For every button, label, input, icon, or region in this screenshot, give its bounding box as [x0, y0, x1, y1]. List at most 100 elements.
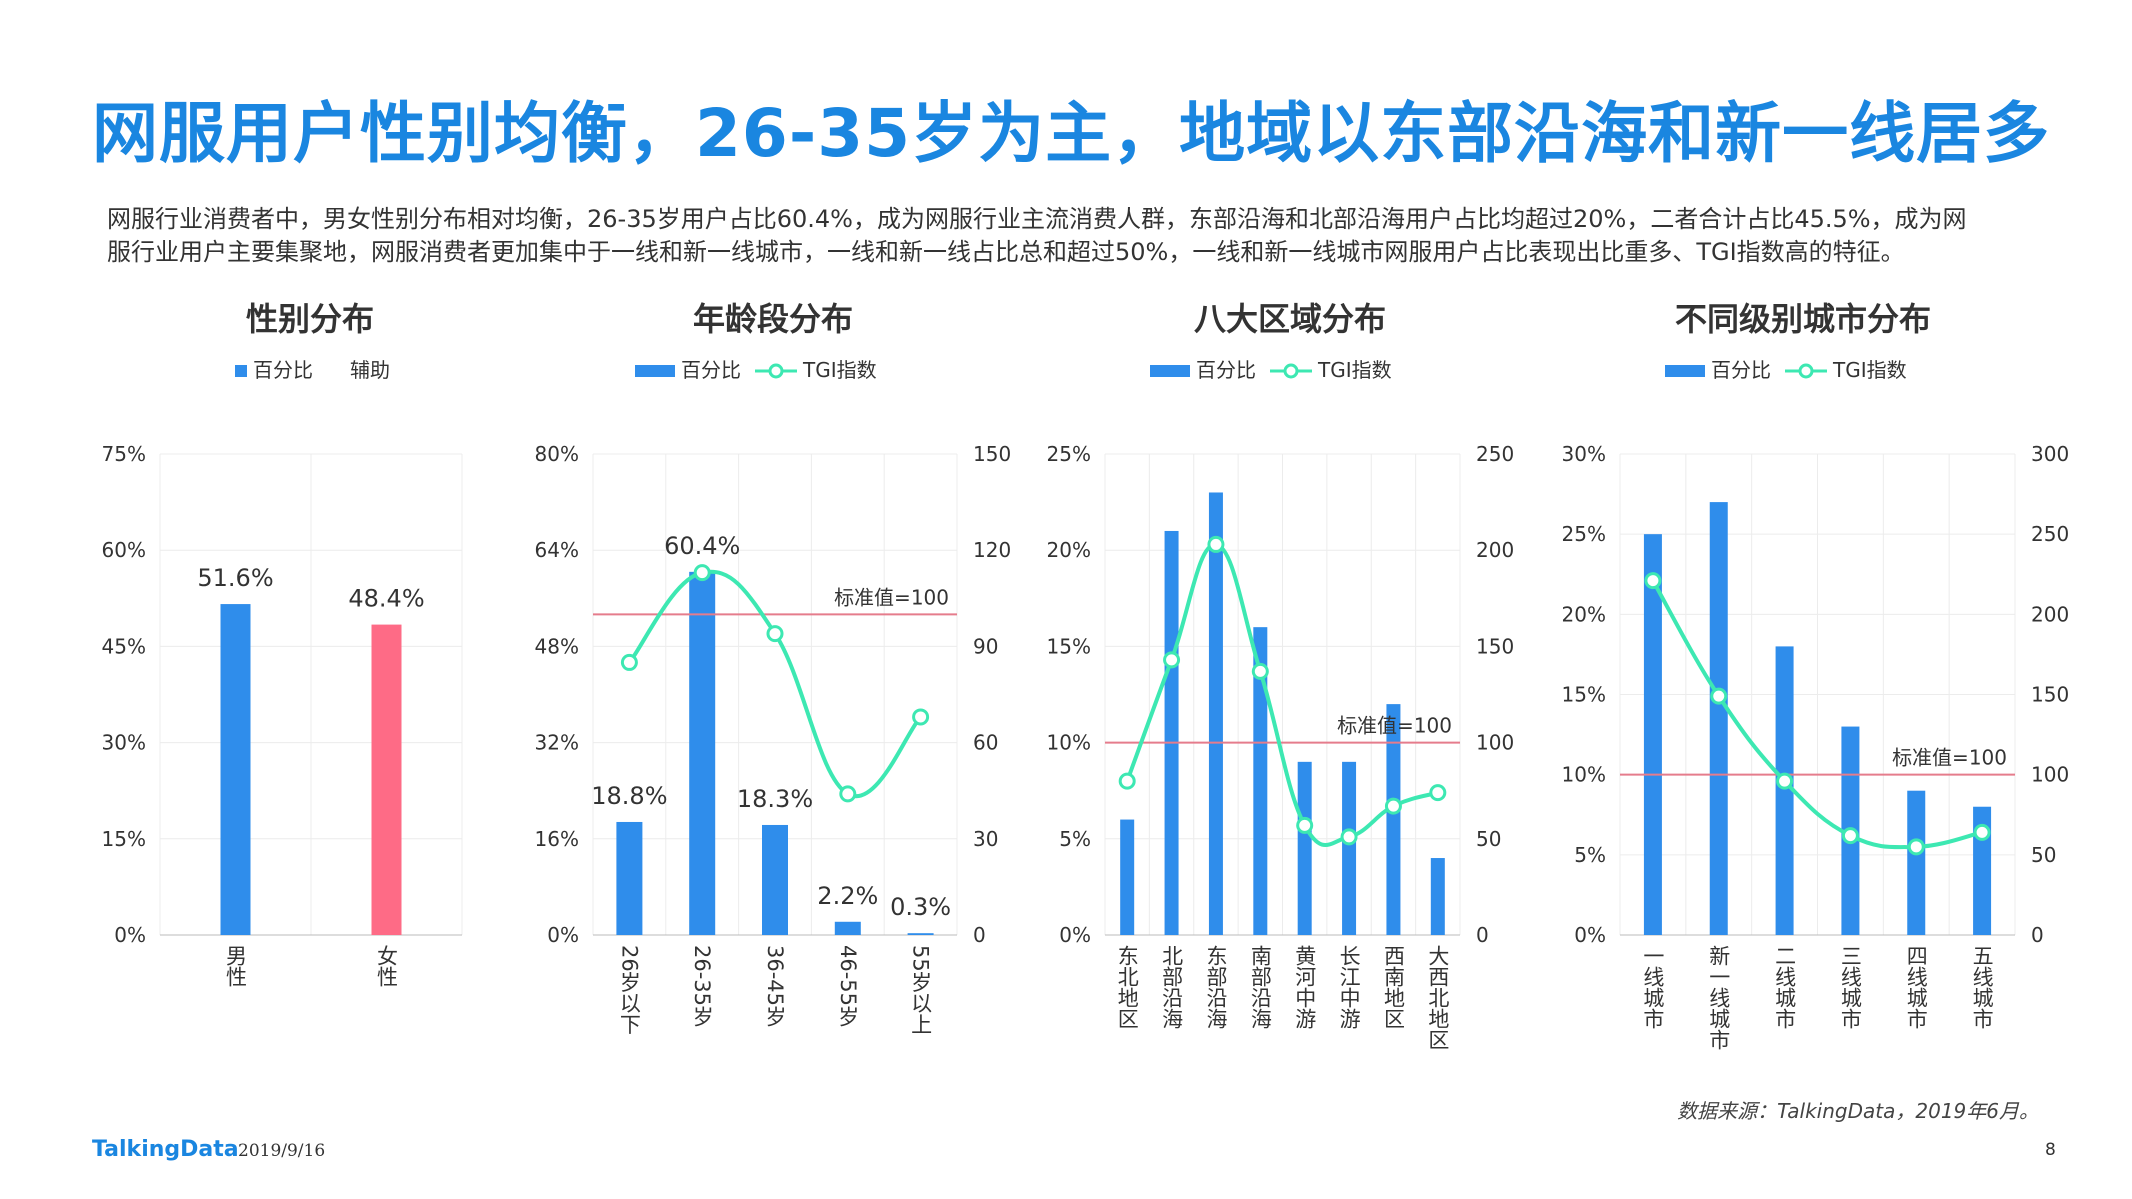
value-labels: 18.8% 60.4% 18.3% 2.2% 0.3%	[591, 532, 951, 921]
tgi-markers	[620, 564, 930, 803]
y2-tick-label: 50	[2031, 843, 2056, 867]
footer-date: 2019/9/16	[238, 1141, 326, 1161]
y-tick-label: 15%	[102, 827, 146, 851]
bar	[220, 604, 251, 935]
x-tick-label: 26岁以下	[617, 945, 641, 1035]
legend-bar-swatch	[235, 365, 247, 377]
bar	[1208, 492, 1223, 935]
x-tick-label: 二线城市	[1773, 945, 1797, 1029]
x-tick-label: 46-55岁	[836, 945, 860, 1028]
y-tick-label: 0%	[1574, 923, 1606, 947]
bar	[371, 624, 402, 935]
age-chart: 年龄段分布 百分比 TGI指数 0% 16% 32% 48% 64% 80% 0 30 60 90 120…	[520, 280, 1030, 1080]
tgi-point	[1973, 823, 1991, 841]
x-tick-label: 四线城市	[1904, 945, 1928, 1029]
x-axis: 一线城市 新一线城市 二线城市 三线城市 四线城市 五线城市	[1641, 945, 1994, 1050]
y-axis: 0% 15% 30% 45% 60% 75%	[102, 442, 146, 947]
y2-tick-label: 30	[973, 827, 998, 851]
y2-tick-label: 0	[2031, 923, 2044, 947]
chart-grid	[1619, 453, 2016, 936]
y2-axis: 0 30 60 90 120 150	[973, 442, 1011, 947]
y-tick-label: 15%	[1562, 683, 1606, 707]
y2-tick-label: 100	[2031, 763, 2069, 787]
y-tick-label: 80%	[535, 442, 579, 466]
data-label: 18.3%	[737, 785, 813, 813]
city-tier-chart: 不同级别城市分布 百分比 TGI指数 0% 5% 10% 15% 20% 25% 30% 0 50 10…	[1545, 280, 2070, 1080]
y2-tick-label: 0	[1476, 923, 1489, 947]
bar	[762, 824, 788, 935]
y-tick-label: 10%	[1562, 763, 1606, 787]
data-label: 51.6%	[197, 564, 273, 592]
page-title: 网服用户性别均衡，26-35岁为主，地域以东部沿海和新一线居多	[92, 95, 2051, 172]
bar	[1643, 534, 1662, 935]
x-tick-label: 26-35岁	[690, 945, 714, 1028]
value-labels: 51.6% 48.4%	[197, 564, 424, 613]
bar	[1164, 530, 1179, 935]
chart-title: 八大区域分布	[1194, 300, 1386, 338]
data-label: 48.4%	[348, 585, 424, 613]
chart-title: 年龄段分布	[693, 300, 853, 338]
y2-tick-label: 150	[2031, 683, 2069, 707]
legend-bar-swatch	[635, 365, 675, 377]
y-tick-label: 60%	[102, 538, 146, 562]
y-tick-label: 5%	[1574, 843, 1606, 867]
bar-series	[616, 571, 934, 935]
bar	[834, 921, 861, 935]
description-line: 网服行业消费者中，男女性别分布相对均衡，26-35岁用户占比60.4%，成为网服…	[107, 205, 1967, 233]
bar	[616, 821, 643, 935]
y2-axis: 0 50 100 150 200 250	[1476, 442, 1514, 947]
legend-label: TGI指数	[1317, 358, 1392, 382]
bar	[1342, 761, 1357, 935]
x-tick-label: 黄河中游	[1293, 945, 1317, 1029]
tgi-point	[693, 564, 711, 582]
y-tick-label: 0%	[114, 923, 146, 947]
legend-label: 百分比	[1196, 358, 1256, 382]
legend-label: 百分比	[1711, 358, 1771, 382]
description-line: 服行业用户主要集聚地，网服消费者更加集中于一线和新一线城市，一线和新一线占比总和…	[107, 238, 1905, 266]
y2-tick-label: 150	[1476, 634, 1514, 658]
bar-series	[220, 604, 402, 935]
y-tick-label: 5%	[1059, 827, 1091, 851]
bar	[1709, 502, 1728, 935]
y-tick-label: 20%	[1047, 538, 1091, 562]
y2-tick-label: 200	[2031, 602, 2069, 626]
x-tick-label: 36-45岁	[763, 945, 787, 1028]
y-tick-label: 64%	[535, 538, 579, 562]
y-tick-label: 30%	[102, 731, 146, 755]
data-source: 数据来源：TalkingData，2019年6月。	[1677, 1099, 2039, 1123]
y-tick-label: 30%	[1562, 442, 1606, 466]
tgi-point	[1296, 816, 1314, 834]
tgi-markers	[1644, 572, 1991, 856]
x-tick-label: 新一线城市	[1707, 945, 1731, 1050]
chart-title: 不同级别城市分布	[1675, 300, 1931, 338]
x-tick-label: 男性	[224, 945, 248, 987]
page-description: 网服行业消费者中，男女性别分布相对均衡，26-35岁用户占比60.4%，成为网服…	[107, 203, 2047, 269]
y-tick-label: 45%	[102, 634, 146, 658]
x-tick-label: 55岁以上	[909, 945, 933, 1035]
x-tick-label: 三线城市	[1838, 945, 1862, 1029]
x-tick-label: 北部沿海	[1160, 945, 1184, 1029]
bar	[1775, 646, 1794, 935]
x-axis: 东北地区 北部沿海 东部沿海 南部沿海 黄河中游 长江中游 西南地区 大西北地区	[1115, 945, 1450, 1050]
bar	[1386, 704, 1401, 935]
tgi-point	[1841, 827, 1859, 845]
chart-legend: 百分比 辅助	[235, 358, 390, 382]
y2-tick-label: 250	[2031, 522, 2069, 546]
bar	[689, 571, 716, 935]
page-number: 8	[2045, 1140, 2056, 1160]
y2-tick-label: 100	[1476, 731, 1514, 755]
x-axis: 26岁以下 26-35岁 36-45岁 46-55岁 55岁以上	[617, 945, 932, 1035]
data-label: 18.8%	[591, 782, 667, 810]
bar	[1297, 761, 1312, 935]
y-tick-label: 25%	[1562, 522, 1606, 546]
y-axis: 0% 5% 10% 15% 20% 25% 30%	[1562, 442, 1606, 947]
tgi-point	[1384, 797, 1402, 815]
legend-label: TGI指数	[802, 358, 877, 382]
tgi-point	[1163, 651, 1181, 669]
y2-tick-label: 250	[1476, 442, 1514, 466]
y2-tick-label: 90	[973, 634, 998, 658]
reference-label: 标准值=100	[1892, 746, 2007, 770]
y-tick-label: 10%	[1047, 731, 1091, 755]
y-tick-label: 32%	[535, 731, 579, 755]
